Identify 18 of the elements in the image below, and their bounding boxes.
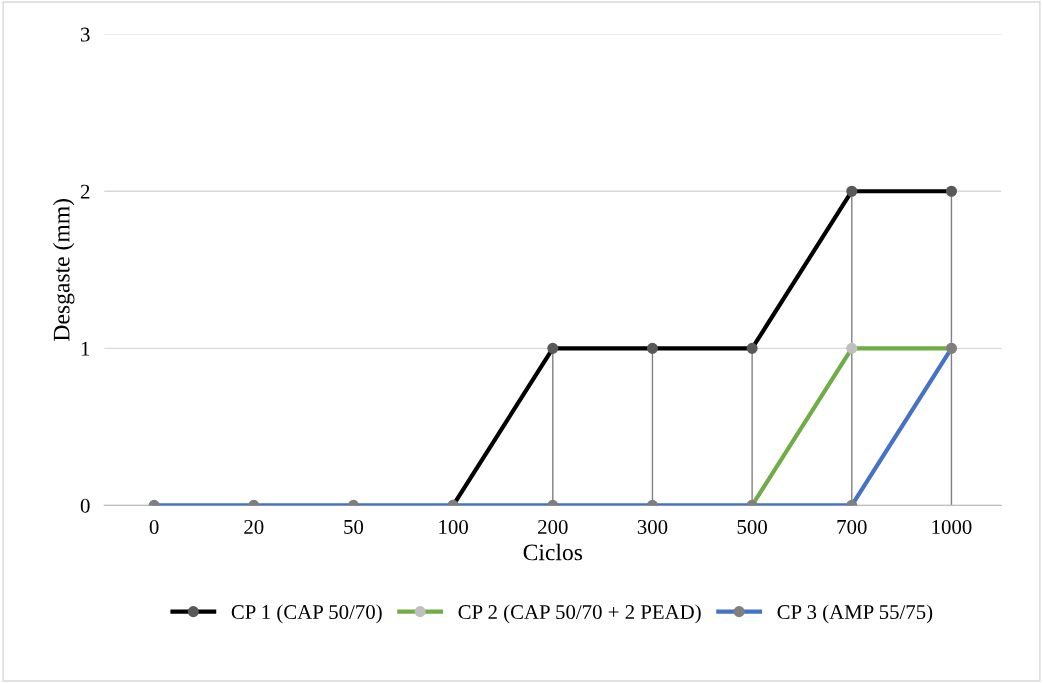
x-tick-label: 20 [244,519,264,534]
x-tick-label: 0 [149,519,159,534]
x-tick-label: 500 [737,519,767,534]
legend-label: CP 2 (CAP 50/70 + 2 PEAD) [458,604,701,624]
legend-label: CP 1 (CAP 50/70) [231,604,382,624]
x-tick-label: 50 [344,519,364,534]
y-tick-label: 0 [80,498,90,513]
legend-label: CP 3 (AMP 55/75) [777,604,933,624]
y-tick-label: 2 [80,184,90,199]
y-axis-title: Desgaste (mm) [52,199,75,341]
x-tick-label: 300 [637,519,668,534]
y-tick-label: 3 [80,27,90,42]
x-tick-label: 700 [837,519,867,534]
x-tick-label: 200 [538,519,568,534]
x-tick-label: 1000 [932,519,972,534]
x-tick-label: 100 [439,519,468,534]
x-axis-title: Ciclos [523,543,583,561]
y-tick-label: 1 [81,341,90,356]
